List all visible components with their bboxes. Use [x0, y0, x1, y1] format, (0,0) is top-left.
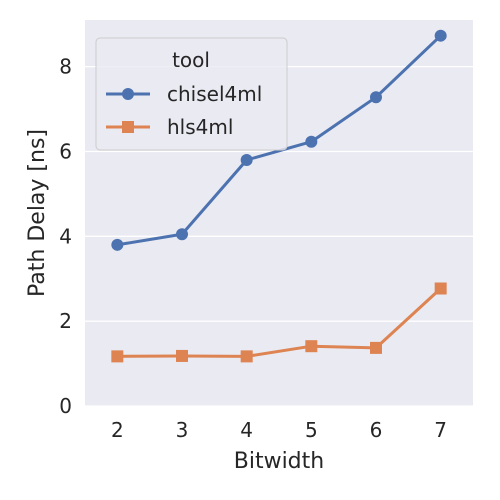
x-tick-label: 6: [370, 418, 383, 442]
data-point-chisel4ml: [176, 228, 188, 241]
series-line-chisel4ml: [115, 34, 443, 247]
x-axis-label: Bitwidth: [234, 449, 324, 474]
y-tick-label: 0: [59, 394, 72, 418]
data-point-chisel4ml: [434, 29, 447, 42]
series-chisel4ml: [111, 29, 447, 251]
data-point-chisel4ml: [305, 135, 318, 148]
data-point-chisel4ml: [111, 238, 124, 251]
x-tick-label: 2: [111, 418, 124, 442]
legend-label: chisel4ml: [167, 82, 262, 106]
series-hls4ml: [111, 282, 447, 363]
y-tick-label: 4: [59, 224, 72, 248]
y-tick-label: 2: [59, 309, 72, 333]
y-axis-label: Path Delay [ns]: [25, 129, 50, 297]
x-tick-label: 3: [176, 418, 189, 442]
legend-entry-hls4ml: hls4ml: [106, 115, 233, 139]
data-point-hls4ml: [370, 341, 382, 354]
x-tick-label: 7: [434, 418, 447, 442]
x-tick-label: 5: [305, 418, 318, 442]
series-layer: [111, 29, 447, 363]
data-point-hls4ml: [305, 340, 318, 353]
data-point-hls4ml: [111, 350, 124, 363]
legend-box: [95, 37, 288, 151]
legend-label: hls4ml: [167, 115, 233, 139]
data-point-hls4ml: [240, 350, 253, 363]
legend-entry-chisel4ml: chisel4ml: [106, 82, 262, 106]
series-line-hls4ml: [115, 287, 443, 358]
x-tick-labels: 2 3 4 5 6 7: [111, 418, 447, 442]
y-tick-label: 6: [59, 139, 72, 163]
legend: tool chisel4ml hls4ml: [95, 37, 288, 151]
data-point-hls4ml: [176, 349, 188, 362]
data-point-hls4ml: [434, 282, 447, 295]
data-point-chisel4ml: [240, 153, 253, 166]
y-tick-label: 8: [59, 55, 72, 79]
legend-marker: [122, 121, 134, 133]
y-tick-labels: 0 2 4 6 8: [59, 55, 72, 418]
data-point-chisel4ml: [370, 91, 382, 104]
x-tick-label: 4: [240, 418, 253, 442]
legend-marker: [122, 88, 134, 100]
legend-title: tool: [172, 48, 210, 72]
